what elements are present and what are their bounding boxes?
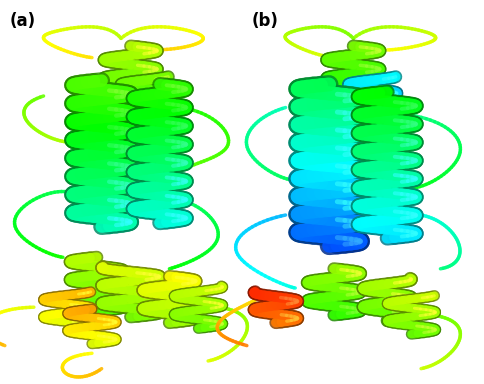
Text: (b): (b) (252, 12, 279, 30)
Text: (a): (a) (10, 12, 36, 30)
